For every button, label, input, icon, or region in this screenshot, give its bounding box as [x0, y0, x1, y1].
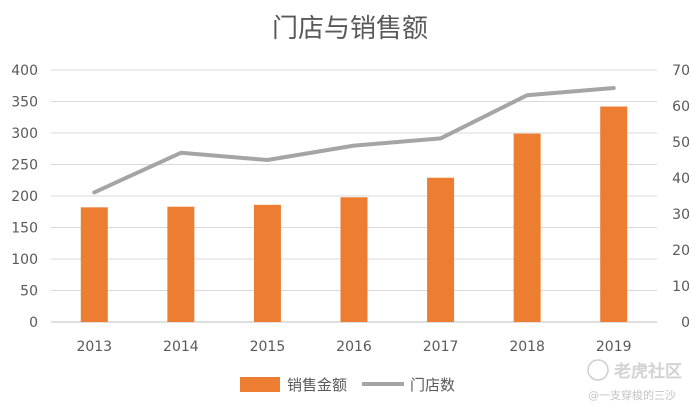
x-axis-tick-label: 2013 [76, 339, 112, 355]
left-axis-tick-label: 400 [11, 63, 38, 79]
legend: 销售金额 门店数 [240, 376, 455, 394]
x-axis-tick-label: 2017 [423, 339, 459, 355]
left-axis-tick-label: 200 [11, 189, 38, 205]
left-axis-tick-label: 250 [11, 158, 38, 174]
right-axis-tick-label: 50 [672, 135, 690, 151]
watermark-sub: @一支穿梭的三沙 [588, 388, 676, 402]
x-axis-tick-label: 2019 [596, 339, 632, 355]
legend-line-label: 门店数 [410, 376, 455, 394]
bar-2019 [600, 106, 628, 322]
bar-2018 [513, 133, 541, 322]
right-axis-tick-label: 70 [672, 63, 690, 79]
right-axis-ticks: 0 10 20 30 40 50 60 70 [672, 63, 690, 331]
right-axis-tick-label: 0 [681, 315, 690, 331]
left-axis-tick-label: 50 [20, 284, 38, 300]
chart-title: 门店与销售额 [272, 14, 428, 44]
legend-bar-swatch [240, 377, 280, 392]
x-axis-tick-label: 2014 [163, 339, 199, 355]
watermark-main: 老虎社区 [613, 361, 682, 382]
line-series [92, 86, 616, 195]
right-axis-tick-label: 60 [672, 99, 690, 115]
x-axis-tick-label: 2016 [336, 339, 372, 355]
left-axis-tick-label: 350 [11, 95, 38, 111]
right-axis-tick-label: 20 [672, 243, 690, 259]
right-axis-tick-label: 10 [672, 279, 690, 295]
watermark: 老虎社区 @一支穿梭的三沙 [587, 359, 682, 402]
left-axis-tick-label: 100 [11, 252, 38, 268]
tiger-logo-icon [587, 359, 609, 381]
bar-2015 [253, 204, 281, 322]
left-axis-tick-label: 300 [11, 126, 38, 142]
right-axis-tick-label: 30 [672, 207, 690, 223]
left-axis-tick-label: 150 [11, 221, 38, 237]
bar-2016 [340, 197, 368, 322]
left-axis-tick-label: 0 [29, 315, 38, 331]
bar-2014 [167, 206, 195, 322]
right-axis-tick-label: 40 [672, 171, 690, 187]
left-axis-ticks: 0 50 100 150 200 250 300 350 400 [11, 63, 38, 331]
x-axis-tick-label: 2015 [250, 339, 286, 355]
bar-2017 [427, 177, 455, 322]
legend-bar-label: 销售金额 [287, 376, 347, 394]
bar-2013 [80, 207, 108, 322]
x-axis-tick-label: 2018 [509, 339, 545, 355]
bar-series [80, 106, 628, 322]
x-axis-ticks: 2013 2014 2015 2016 2017 2018 2019 [76, 339, 631, 355]
